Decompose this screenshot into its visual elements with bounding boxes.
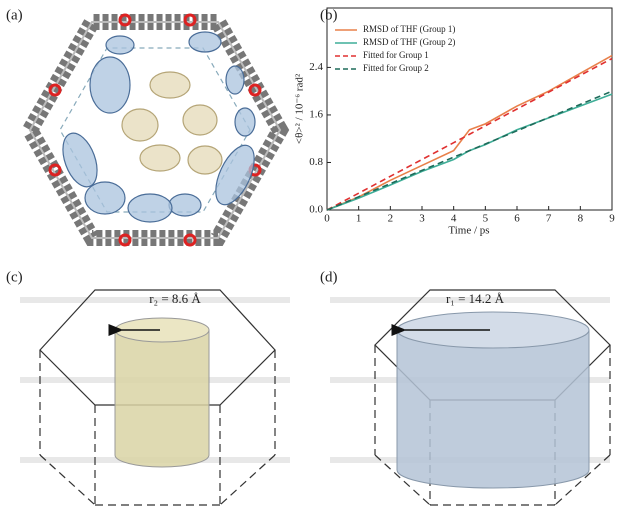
cylinder-body xyxy=(115,330,209,467)
cylinder xyxy=(397,312,589,488)
panel-label: (a) xyxy=(6,7,23,23)
radius-label: r₂ = 8.6 Å xyxy=(149,291,201,306)
cylinder-body xyxy=(397,330,589,488)
y-tick-label: 1.6 xyxy=(309,108,323,120)
y-tick-label: 0.0 xyxy=(309,204,323,216)
legend-label: Fitted for Group 1 xyxy=(363,50,429,60)
series-line xyxy=(327,59,612,211)
y-axis-label: <θ>² / 10⁻⁶ rad² xyxy=(294,73,306,144)
y-tick-label: 0.8 xyxy=(309,156,323,168)
x-tick-label: 9 xyxy=(609,213,615,225)
x-axis-label: Time / ps xyxy=(448,225,489,237)
panel-label: (d) xyxy=(320,269,338,285)
x-tick-label: 2 xyxy=(388,213,394,225)
panel-label: (c) xyxy=(6,269,23,285)
inner-molecules xyxy=(122,72,222,174)
legend-label: Fitted for Group 2 xyxy=(363,63,429,73)
x-tick-label: 7 xyxy=(546,213,552,225)
x-tick-label: 4 xyxy=(451,213,457,225)
y-tick-label: 2.4 xyxy=(309,61,323,73)
x-tick-label: 6 xyxy=(514,213,520,225)
panel-d xyxy=(330,290,610,505)
legend-label: RMSD of THF (Group 1) xyxy=(363,24,455,34)
panel-c xyxy=(20,290,290,505)
figure: (a) (b) (c) (d) r₂ = 8.6 Å r₁ = 14.2 Å T… xyxy=(0,0,618,513)
series-line xyxy=(327,94,612,210)
panel-label: (b) xyxy=(320,7,338,23)
x-tick-label: 3 xyxy=(419,213,425,225)
x-tick-label: 0 xyxy=(324,213,330,225)
x-tick-label: 5 xyxy=(483,213,489,225)
series-line xyxy=(327,91,612,210)
radius-label: r₁ = 14.2 Å xyxy=(446,291,505,306)
series-line xyxy=(327,56,612,210)
cylinder xyxy=(115,318,209,467)
legend-label: RMSD of THF (Group 2) xyxy=(363,37,455,47)
x-tick-label: 8 xyxy=(578,213,584,225)
panel-a xyxy=(30,15,280,245)
x-tick-label: 1 xyxy=(356,213,362,225)
